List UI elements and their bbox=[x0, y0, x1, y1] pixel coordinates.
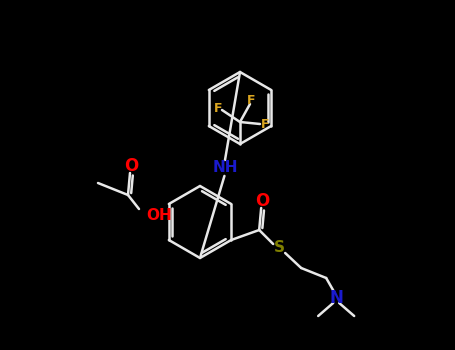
Text: F: F bbox=[214, 103, 222, 116]
Text: S: S bbox=[273, 240, 285, 256]
Text: OH: OH bbox=[146, 208, 172, 223]
Text: O: O bbox=[124, 157, 138, 175]
Text: N: N bbox=[329, 289, 343, 307]
Text: NH: NH bbox=[212, 161, 238, 175]
Text: F: F bbox=[261, 119, 269, 132]
Text: F: F bbox=[247, 93, 255, 106]
Text: O: O bbox=[255, 192, 269, 210]
